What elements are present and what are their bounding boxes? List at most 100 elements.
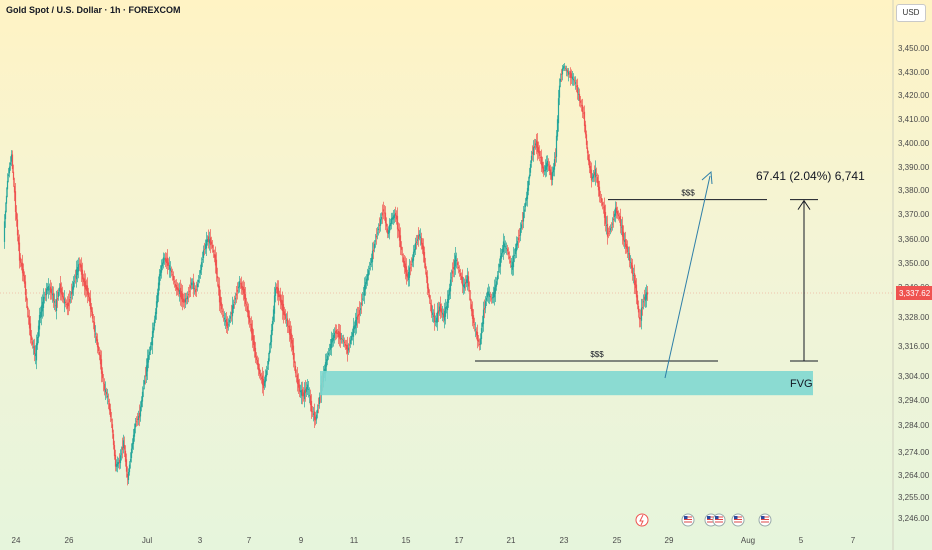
candle-body	[556, 119, 559, 137]
candle-body	[512, 255, 515, 268]
candle-body	[431, 312, 434, 315]
candle-body	[262, 378, 265, 389]
currency-button[interactable]: USD	[896, 4, 926, 22]
candle-body	[470, 304, 473, 312]
candle-body	[552, 167, 555, 173]
candle-body	[524, 202, 527, 208]
candle-body	[260, 377, 263, 380]
price-tick-label: 3,420.00	[898, 91, 930, 100]
price-tick-label: 3,328.00	[898, 313, 930, 322]
candle-body	[507, 252, 510, 255]
candle-body	[39, 311, 42, 319]
candle-body	[153, 319, 156, 327]
candle-body	[336, 332, 339, 334]
candle-body	[317, 405, 320, 407]
price-tick-label: 3,410.00	[898, 115, 930, 124]
candle-body	[291, 339, 294, 350]
candle-body	[146, 358, 149, 372]
candle-body	[94, 333, 97, 335]
candle-body	[463, 283, 466, 289]
candle-body	[52, 293, 55, 302]
candle-body	[364, 282, 367, 290]
candle-body	[121, 447, 124, 450]
candle-body	[641, 307, 644, 308]
time-axis[interactable]: 24 26 Jul 3 7 9 11 15 17 21 23 25 29 Aug 5 7	[12, 536, 856, 545]
candle-body	[508, 256, 511, 259]
candle-body	[283, 311, 286, 316]
candle-body	[560, 74, 563, 75]
candle-body	[614, 207, 617, 216]
candle-body	[172, 275, 175, 281]
candle-body	[232, 304, 235, 309]
flag-icon[interactable]	[758, 513, 772, 527]
candle-body	[200, 262, 203, 271]
candle-body	[467, 276, 470, 287]
candle-body	[160, 265, 163, 273]
candle-body	[345, 344, 348, 350]
candle-body	[42, 296, 45, 308]
candle-body	[46, 286, 49, 291]
candle-body	[436, 311, 439, 323]
candle-body	[326, 355, 329, 361]
candle-body	[44, 294, 47, 296]
price-tick-label: 3,360.00	[898, 235, 930, 244]
projection-arrow-line[interactable]	[664, 175, 711, 379]
candle-body	[105, 391, 108, 395]
flag-icon[interactable]	[712, 513, 726, 527]
candle-body	[175, 285, 178, 290]
candle-body	[615, 207, 618, 213]
candle-body	[13, 186, 16, 193]
candle-body	[555, 135, 558, 157]
candle-body	[536, 141, 539, 152]
candle-body	[438, 306, 441, 312]
candle-body	[354, 319, 357, 329]
candle-body	[193, 288, 196, 290]
candle-body	[58, 287, 61, 292]
flag-icon[interactable]	[681, 513, 695, 527]
candle-body	[62, 296, 65, 300]
candle-body	[566, 70, 569, 73]
candle-body	[309, 395, 312, 406]
candle-body	[31, 341, 34, 345]
price-axis[interactable]: 3,246.00 3,255.00 3,264.00 3,274.00 3,284.00…	[892, 0, 930, 550]
candle-body	[474, 329, 477, 331]
flag-icon[interactable]	[731, 513, 745, 527]
candle-body	[214, 254, 217, 266]
time-tick-label: 9	[299, 536, 304, 545]
price-tick-label: 3,400.00	[898, 139, 930, 148]
candle-body	[413, 249, 416, 253]
candle-body	[513, 254, 516, 256]
candle-body	[361, 298, 364, 300]
candle-body	[468, 290, 471, 292]
candle-body	[69, 297, 72, 298]
candle-body	[582, 112, 585, 114]
candle-body	[104, 389, 107, 393]
candle-body	[240, 282, 243, 289]
fvg-zone[interactable]	[320, 371, 813, 396]
candle-body	[133, 428, 136, 437]
candle-body	[225, 319, 228, 327]
candle-body	[506, 248, 509, 252]
candle-body	[257, 363, 260, 371]
candle-body	[268, 350, 271, 355]
candle-body	[140, 400, 143, 408]
candle-body	[301, 389, 304, 397]
candle-body	[68, 298, 71, 303]
candle-body	[14, 191, 17, 212]
candle-body	[541, 162, 544, 169]
candle-body	[339, 332, 342, 340]
candle-body	[517, 237, 520, 241]
candle-body	[281, 300, 284, 312]
candle-body	[162, 257, 165, 264]
candle-body	[424, 263, 427, 270]
candle-body	[343, 341, 346, 344]
candle-body	[406, 273, 409, 278]
candle-body	[577, 93, 580, 95]
candle-body	[266, 367, 269, 369]
candle-body	[10, 154, 13, 162]
candle-body	[563, 66, 566, 68]
candle-body	[161, 262, 164, 267]
candle-body	[276, 286, 279, 294]
event-icon[interactable]	[635, 513, 649, 527]
